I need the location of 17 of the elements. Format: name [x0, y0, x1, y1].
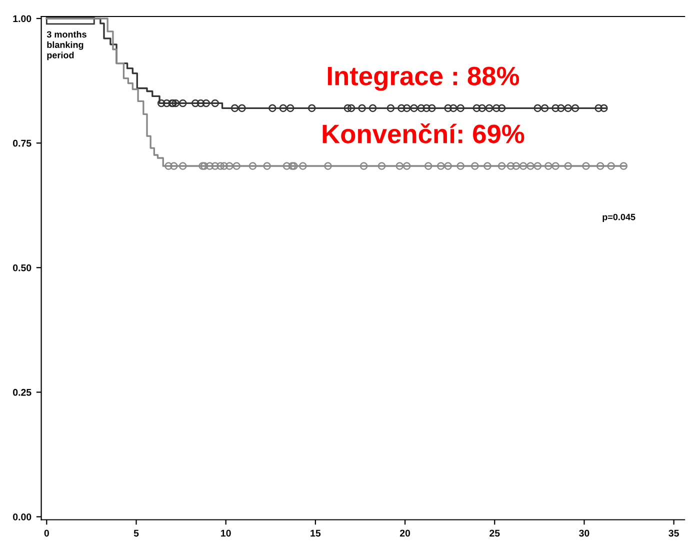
annotation: Konvenční: 69% — [322, 123, 524, 144]
x-tick-label: 5 — [134, 530, 139, 537]
annotation: Integrace : 88% — [328, 66, 520, 91]
y-tick-label: 0.50 — [13, 264, 32, 272]
y-tick-label: 0.25 — [13, 388, 32, 396]
y-tick-label: 1.00 — [13, 15, 32, 22]
x-tick-label: 20 — [400, 530, 410, 537]
annotation: 3 months blanking period — [46, 30, 86, 60]
x-tick-label: 15 — [310, 530, 321, 537]
x-tick-label: 0 — [44, 530, 49, 537]
annotation: p=0.045 — [602, 214, 636, 222]
y-tick-label: 0.75 — [13, 140, 32, 147]
y-tick-label: 0.00 — [13, 513, 32, 520]
x-tick-label: 35 — [668, 530, 679, 537]
x-tick-label: 10 — [221, 530, 231, 537]
x-tick-label: 30 — [579, 530, 590, 537]
x-tick-label: 25 — [490, 530, 500, 537]
